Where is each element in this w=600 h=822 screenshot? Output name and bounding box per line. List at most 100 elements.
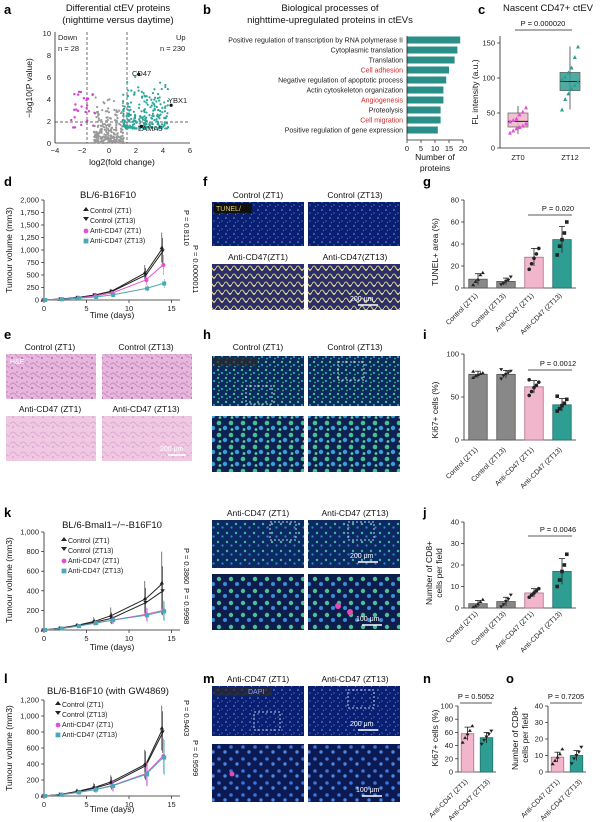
volcano-point-up [137, 89, 140, 92]
panel-m-label-1: Anti-CD47 (ZT1) [227, 674, 290, 684]
he-image-anti-zt13 [102, 416, 192, 461]
panel-i-xticks: Control (ZT1) Control (ZT13) Anti-CD47 (… [445, 446, 563, 490]
panel-o-xtick: Anti-CD47 (ZT13) [539, 778, 583, 822]
panel-c-point [508, 130, 512, 135]
bar-point [562, 563, 567, 567]
panel-a-gene-lama5: LAMA5 [138, 124, 163, 133]
tunel-image-anti-zt1 [212, 264, 304, 310]
volcano-point-up [132, 110, 135, 113]
volcano-point-up [131, 123, 134, 127]
legend-marker-control-zt13 [55, 711, 61, 715]
volcano-point-up [165, 115, 168, 118]
volcano-point-up [141, 95, 144, 98]
volcano-point-ns [105, 129, 108, 132]
panel-m-scale-top: 200 μm [350, 721, 374, 728]
bar-point [480, 270, 485, 275]
volcano-point-ns [109, 123, 112, 126]
growth-point [159, 245, 164, 250]
bar-point [480, 597, 485, 601]
volcano-point-up [164, 83, 167, 87]
bar-point [560, 237, 564, 242]
bar-point [473, 604, 478, 608]
volcano-point-up [143, 100, 146, 103]
panel-e-label-3: Anti-CD47 (ZT1) [19, 404, 82, 414]
bar-point [501, 374, 506, 378]
volcano-point-up [161, 111, 164, 114]
growth-xtick-label: 15 [167, 800, 175, 809]
volcano-point-up [142, 118, 145, 121]
volcano-point-up [138, 125, 141, 128]
growth-point [160, 589, 165, 593]
legend-item: Control (ZT1) [90, 208, 132, 215]
growth-point [111, 618, 116, 623]
bar-point [478, 273, 483, 277]
volcano-point-up [152, 103, 156, 106]
bar-ytick-label: 100 [440, 702, 453, 711]
panel-c-ytick-label: 0 [491, 144, 495, 153]
volcano-point-ns [114, 113, 117, 116]
volcano-point-up [128, 124, 131, 127]
volcano-point-up [163, 101, 166, 104]
volcano-point-down [73, 108, 76, 112]
bar-point [529, 262, 534, 266]
volcano-point-ns [107, 128, 110, 131]
volcano-point-up [128, 126, 131, 129]
m-image-anti-zt13 [308, 686, 400, 736]
volcano-point-up [155, 118, 158, 121]
bar-point [579, 745, 584, 749]
growth-point [160, 249, 165, 253]
panel-i-bars: P = 0.0012 0 50 100 Ki67+ cells (%) Contro… [430, 350, 576, 491]
volcano-point-ns [97, 124, 100, 127]
panel-l-growth: BL/6-B16F10 (with GW4869) 0 200 400 600 800 1… [4, 686, 200, 814]
bar-point [527, 595, 531, 600]
legend-item: Control (ZT13) [62, 712, 108, 719]
legend-marker-control-zt1 [55, 701, 61, 705]
volcano-point-up [126, 105, 130, 108]
panel-c-point [576, 79, 580, 84]
panel-f-label-2: Control (ZT13) [327, 190, 382, 200]
panel-d-p1: P = 0.8110 [182, 210, 191, 246]
panel-label-l: l [4, 671, 8, 686]
tunel-stain-box [214, 203, 252, 213]
panel-c-point [514, 126, 519, 131]
volcano-point-ns [107, 137, 111, 140]
bar-point [574, 754, 579, 758]
volcano-point-up [164, 105, 167, 108]
growth-series-line [43, 590, 164, 631]
volcano-point-ns [104, 110, 108, 113]
growth-ytick-label: 1,000 [20, 712, 39, 721]
panel-f-stain-label: TUNEL/ [216, 206, 241, 213]
volcano-point-ns [115, 119, 118, 122]
panel-b-category-label: Negative regulation of apoptotic process [278, 78, 403, 85]
panel-j-scale-top: 200 μm [350, 553, 374, 560]
volcano-point-up [122, 93, 125, 96]
volcano-point-ns [97, 117, 100, 120]
volcano-point-ns [100, 119, 103, 122]
bar-point [537, 380, 541, 384]
bar-point [476, 602, 480, 606]
volcano-point-down [92, 124, 95, 127]
panel-b-bar [407, 56, 455, 64]
volcano-point-ns [118, 122, 121, 125]
volcano-point-ns [120, 135, 123, 138]
volcano-point-up [145, 95, 148, 98]
growth-point [60, 792, 65, 797]
cd8-zoom-anti-zt13 [308, 574, 400, 630]
volcano-point-ns [107, 129, 111, 132]
bar-point [471, 369, 476, 373]
bar-point [504, 600, 508, 604]
volcano-point-up [163, 121, 166, 124]
m-positive-cell [229, 771, 235, 777]
volcano-point-ns [112, 137, 115, 140]
panel-a-up-n: n = 230 [160, 44, 185, 53]
panel-n-xtick: Anti-CD47 (ZT13) [447, 778, 491, 822]
volcano-point-up [138, 118, 141, 121]
panel-n-pvalue: P = 0.5052 [458, 692, 494, 701]
legend-marker-control-zt1 [61, 537, 67, 541]
bar-point [569, 762, 574, 766]
volcano-point-ns [100, 130, 103, 133]
bar-ytick-label: 30 [451, 539, 459, 548]
panel-label-g: g [423, 174, 431, 189]
panel-k-p2: P = 0.9998 [182, 588, 191, 624]
volcano-point-up [166, 112, 169, 115]
